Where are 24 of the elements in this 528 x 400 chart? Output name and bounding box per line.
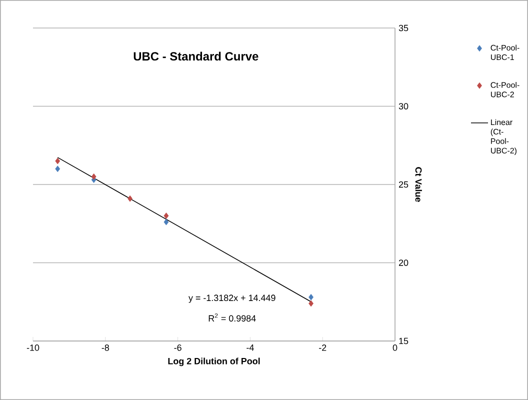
annotation: y = -1.3182x + 14.449 xyxy=(188,294,276,303)
x-tick-label: -8 xyxy=(102,344,109,351)
x-tick-label: -6 xyxy=(174,344,182,351)
x-tick-label: -10 xyxy=(26,344,40,351)
text: UBC - Standard Curve xyxy=(134,52,258,61)
point xyxy=(164,218,169,226)
y-tick-label: 15 xyxy=(399,338,408,344)
x-tick-label: -4 xyxy=(246,344,254,351)
x-axis-title: Log 2 Dilution of Pool xyxy=(168,358,260,366)
point xyxy=(55,158,60,164)
point xyxy=(91,173,96,180)
point xyxy=(164,212,169,219)
y-tick-label: 35 xyxy=(398,24,408,32)
x-tick-label: -2 xyxy=(319,344,326,351)
point xyxy=(308,300,314,307)
annotation: R$^{2}$ = 0.9984 xyxy=(208,313,256,322)
y-tick-label: 30 xyxy=(398,103,408,110)
y-tick-label: 25 xyxy=(398,181,408,188)
point xyxy=(128,195,132,202)
point xyxy=(55,166,60,172)
point xyxy=(308,294,314,300)
y-axis-title: Ct Value xyxy=(415,167,422,202)
y-tick-label: 20 xyxy=(398,260,408,266)
x-tick-label: 0 xyxy=(392,344,398,351)
